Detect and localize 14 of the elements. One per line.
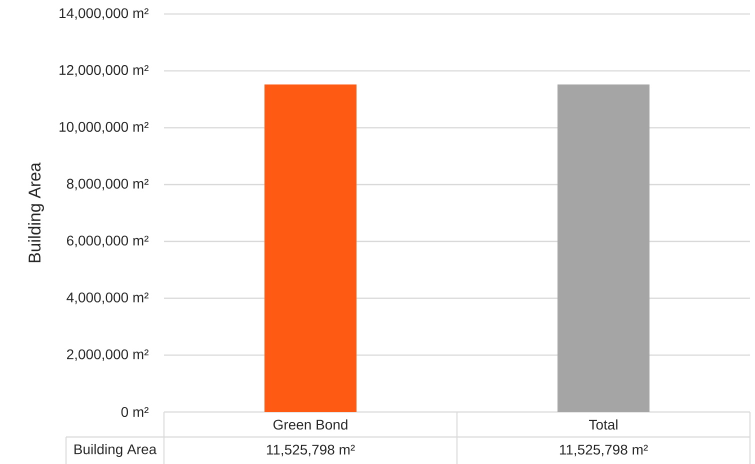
y-axis-title: Building Area [28,162,44,262]
y-tick-label: 4,000,000 m² [66,292,149,304]
y-tick-label: 0 m² [121,407,149,417]
y-tick-label: 2,000,000 m² [67,349,149,361]
y-tick-label: 12,000,000 m² [60,65,149,77]
y-tick-label: 10,000,000 m² [60,122,149,134]
y-tick-label: 14,000,000 m² [60,8,149,20]
data-label: 11,525,798 m² [266,444,355,456]
text: Building Area [74,444,157,458]
data-label: 11,525,798 m² [560,444,648,456]
x-tick-label: Green Bond [273,419,348,430]
x-tick-label: Total [589,419,618,430]
y-tick-label: 6,000,000 m² [67,236,149,248]
y-tick-label: 8,000,000 m² [66,178,149,190]
